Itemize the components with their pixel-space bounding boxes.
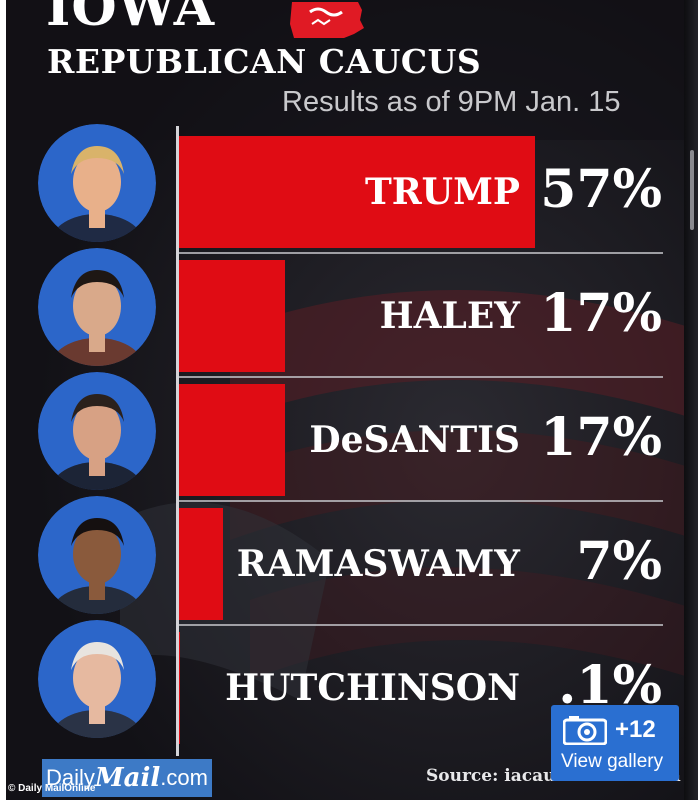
logo-text-com: .com xyxy=(160,765,208,790)
iowa-state-icon xyxy=(290,2,364,38)
bar-hutchinson xyxy=(179,632,180,744)
results-note: Results as of 9PM Jan. 15 xyxy=(282,86,621,118)
row-divider xyxy=(179,252,663,254)
bar-haley xyxy=(179,260,286,372)
candidate-percent-haley: 17% xyxy=(540,283,662,344)
candidate-name-trump: TRUMP xyxy=(364,171,520,213)
row-divider xyxy=(179,500,663,502)
scrollbar-thumb[interactable] xyxy=(690,150,694,230)
daily-mail-logo[interactable]: Daily Mail .com xyxy=(42,759,212,797)
bar-trump xyxy=(179,136,535,248)
gallery-count: +12 xyxy=(615,716,656,743)
row-divider xyxy=(179,376,663,378)
subtitle-caucus: REPUBLICAN CAUCUS xyxy=(47,42,482,81)
logo-text-mail: Mail xyxy=(94,763,161,793)
row-divider xyxy=(179,624,663,626)
logo-text-daily: Daily xyxy=(46,765,95,790)
bar-ramaswamy xyxy=(179,508,223,620)
candidate-percent-trump: 57% xyxy=(540,159,662,220)
candidate-photo-desantis xyxy=(38,372,156,490)
candidate-name-hutchinson: HUTCHINSON xyxy=(225,667,520,709)
candidate-name-haley: HALEY xyxy=(379,295,520,337)
candidate-percent-ramaswamy: 7% xyxy=(576,531,662,592)
view-gallery-button[interactable]: +12 View gallery xyxy=(551,705,679,781)
camera-icon xyxy=(563,716,607,745)
candidate-name-ramaswamy: RAMASWAMY xyxy=(236,543,520,585)
candidate-photo-haley xyxy=(38,248,156,366)
copyright-text: © Daily MailOnline xyxy=(8,783,96,794)
scrollbar-track[interactable] xyxy=(684,0,698,800)
title-iowa: IOWA xyxy=(46,0,216,38)
candidate-name-desantis: DeSANTIS xyxy=(309,419,520,461)
candidate-photo-ramaswamy xyxy=(38,496,156,614)
left-edge xyxy=(0,0,6,800)
candidate-photo-trump xyxy=(38,124,156,242)
bar-desantis xyxy=(179,384,286,496)
chart-axis-line xyxy=(176,126,179,756)
gallery-label: View gallery xyxy=(561,751,664,772)
candidate-percent-desantis: 17% xyxy=(540,407,662,468)
candidate-photo-hutchinson xyxy=(38,620,156,738)
